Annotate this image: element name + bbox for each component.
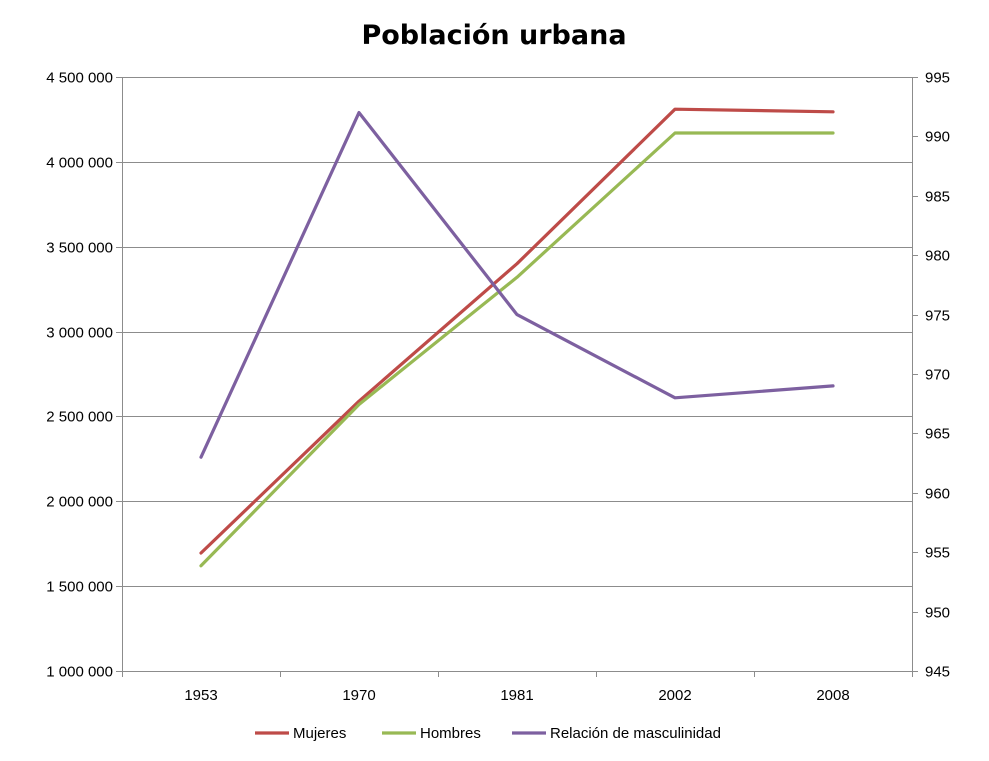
y-left-tick-label: 2 000 000: [46, 494, 113, 511]
series-line-3: [199, 110, 835, 459]
y-right-tick-label: 970: [925, 367, 950, 384]
legend-label: Relación de masculinidad: [550, 725, 721, 742]
chart-title: Población urbana: [361, 20, 626, 51]
y-right-tick-label: 980: [925, 248, 950, 265]
grid-layer: [122, 77, 912, 587]
y-left-tick-label: 4 000 000: [46, 155, 113, 172]
x-tick-label: 1953: [184, 687, 217, 704]
y-right-tick-label: 965: [925, 426, 950, 443]
y-left-tick-label: 1 000 000: [46, 664, 113, 681]
series-layer: [199, 107, 835, 568]
axis-layer: 1 000 000 1 500 000 2 000 000 2 500 000 3 00…: [46, 70, 950, 705]
y-left-tick-label: 3 000 000: [46, 325, 113, 342]
x-tick-label: 1970: [342, 687, 375, 704]
y-left-tick-label: 1 500 000: [46, 579, 113, 596]
y-right-tick-label: 960: [925, 486, 950, 503]
y-right-tick-label: 985: [925, 189, 950, 206]
y-right-tick-label: 950: [925, 605, 950, 622]
legend: Mujeres Hombres Relación de masculinidad: [255, 725, 721, 742]
x-tick-label: 2008: [816, 687, 849, 704]
y-left-tick-label: 2 500 000: [46, 409, 113, 426]
series-line-2: [199, 131, 835, 568]
y-right-tick-label: 990: [925, 129, 950, 146]
y-right-tick-label: 955: [925, 545, 950, 562]
series-line-1: [199, 107, 835, 555]
x-tick-label: 1981: [500, 687, 533, 704]
y-left-tick-label: 4 500 000: [46, 70, 113, 87]
y-right-tick-label: 945: [925, 664, 950, 681]
legend-label: Mujeres: [293, 725, 346, 742]
y-right-tick-label: 995: [925, 70, 950, 87]
y-left-tick-label: 3 500 000: [46, 240, 113, 257]
y-right-tick-label: 975: [925, 308, 950, 325]
x-tick-label: 2002: [658, 687, 691, 704]
legend-label: Hombres: [420, 725, 481, 742]
